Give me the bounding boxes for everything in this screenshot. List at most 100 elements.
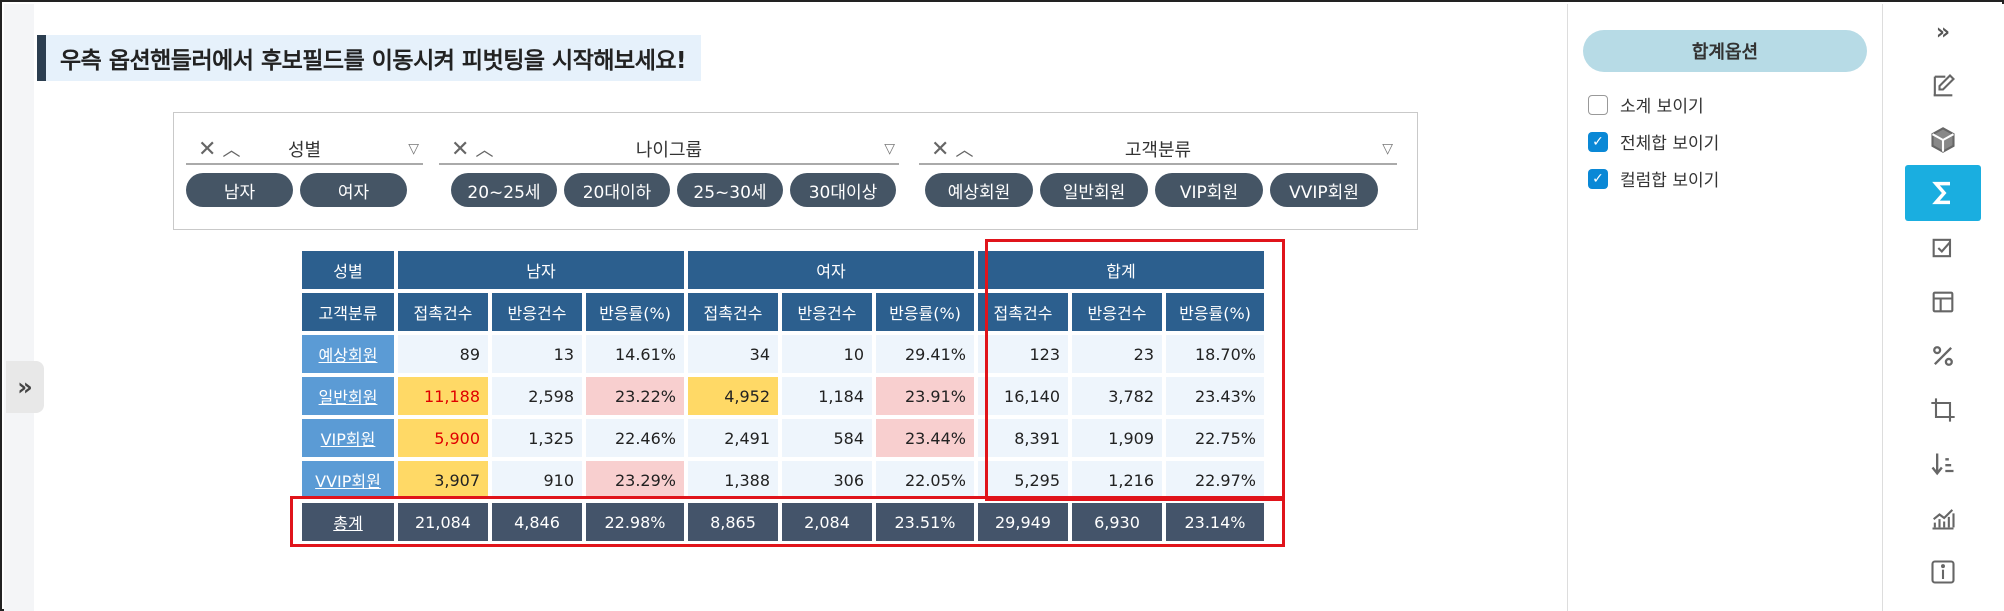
data-cell-highlighted: 4,952 xyxy=(688,377,778,415)
option-subtotal[interactable]: 소계 보이기 xyxy=(1588,92,1704,117)
data-cell: 306 xyxy=(782,461,872,499)
filter-values: 예상회원 일반회원 VIP회원 VVIP회원 xyxy=(925,173,1397,207)
filter-funnel-icon[interactable]: ▽ xyxy=(1382,141,1393,157)
group-header[interactable]: 여자 xyxy=(688,251,974,289)
sigma-icon[interactable] xyxy=(1905,165,1981,221)
filter-pill[interactable]: 30대이상 xyxy=(790,173,896,207)
data-cell: 584 xyxy=(782,419,872,457)
options-panel-title: 합계옵션 xyxy=(1583,30,1867,72)
expand-left-panel-button[interactable]: » xyxy=(6,361,44,413)
filter-name: 나이그룹 xyxy=(635,140,703,161)
filter-header: ✕ ︿ 나이그룹 ▽ xyxy=(439,135,899,165)
option-label: 컬럼합 보이기 xyxy=(1620,171,1720,191)
row-header-link[interactable]: 일반회원 xyxy=(302,377,394,415)
filter-pill[interactable]: 여자 xyxy=(300,173,407,207)
data-cell: 1,184 xyxy=(782,377,872,415)
filter-values: 남자 여자 xyxy=(186,173,423,207)
group-header[interactable]: 합계 xyxy=(978,251,1264,289)
metric-header[interactable]: 접촉건수 xyxy=(688,293,778,331)
row-header-link[interactable]: 예상회원 xyxy=(302,335,394,373)
metric-header[interactable]: 반응건수 xyxy=(1072,293,1162,331)
corner-header: 성별 xyxy=(302,251,394,289)
filter-pill[interactable]: VIP회원 xyxy=(1155,173,1263,207)
tool-rail: » xyxy=(1882,4,2004,611)
data-cell: 1,325 xyxy=(492,419,582,457)
row-header-link[interactable]: VVIP회원 xyxy=(302,461,394,499)
percent-icon[interactable] xyxy=(1905,332,1981,380)
data-cell-highlighted: 23.22% xyxy=(586,377,684,415)
checkbox-checked[interactable]: ✓ xyxy=(1588,168,1608,189)
filter-group-customer-type: ✕ ︿ 고객분류 ▽ 예상회원 일반회원 VIP회원 VVIP회원 xyxy=(919,135,1397,207)
table-row: 일반회원 11,188 2,598 23.22% 4,952 1,184 23.… xyxy=(302,377,1264,415)
banner-text: 우측 옵션핸들러에서 후보필드를 이동시켜 피벗팅을 시작해보세요! xyxy=(60,48,687,74)
filter-group-gender: ✕ ︿ 성별 ▽ 남자 여자 xyxy=(186,135,423,207)
option-grand-total[interactable]: ✓ 전체합 보이기 xyxy=(1588,129,1719,154)
collapse-icon[interactable]: ︿ xyxy=(222,140,241,161)
remove-filter-icon[interactable]: ✕ xyxy=(198,136,217,162)
data-cell: 1,909 xyxy=(1072,419,1162,457)
option-label: 소계 보이기 xyxy=(1620,97,1704,117)
filter-pill[interactable]: VVIP회원 xyxy=(1270,173,1378,207)
data-cell-highlighted: 23.29% xyxy=(586,461,684,499)
info-icon[interactable] xyxy=(1905,548,1981,596)
data-cell: 123 xyxy=(978,335,1068,373)
group-header[interactable]: 남자 xyxy=(398,251,684,289)
metric-header[interactable]: 반응건수 xyxy=(782,293,872,331)
metric-header[interactable]: 반응률(%) xyxy=(1166,293,1264,331)
filter-pill[interactable]: 예상회원 xyxy=(925,173,1033,207)
data-cell: 1,388 xyxy=(688,461,778,499)
sort-desc-icon[interactable] xyxy=(1905,440,1981,488)
filter-funnel-icon[interactable]: ▽ xyxy=(884,141,895,157)
option-label: 전체합 보이기 xyxy=(1620,134,1720,154)
remove-filter-icon[interactable]: ✕ xyxy=(451,136,470,162)
edit-icon[interactable] xyxy=(1905,62,1981,110)
banner-accent xyxy=(37,35,46,81)
layout-icon[interactable] xyxy=(1905,278,1981,326)
remove-filter-icon[interactable]: ✕ xyxy=(931,136,950,162)
collapse-icon[interactable]: ︿ xyxy=(955,140,974,161)
filter-pill[interactable]: 20~25세 xyxy=(451,173,557,207)
filter-header: ✕ ︿ 성별 ▽ xyxy=(186,135,423,165)
filter-values: 20~25세 20대이하 25~30세 30대이상 xyxy=(451,173,899,207)
filter-pill[interactable]: 25~30세 xyxy=(677,173,783,207)
data-cell: 13 xyxy=(492,335,582,373)
metric-header[interactable]: 접촉건수 xyxy=(398,293,488,331)
data-cell: 22.75% xyxy=(1166,419,1264,457)
filter-funnel-icon[interactable]: ▽ xyxy=(408,141,419,157)
data-cell: 29.41% xyxy=(876,335,974,373)
data-cell: 8,391 xyxy=(978,419,1068,457)
filter-pill[interactable]: 남자 xyxy=(186,173,293,207)
filter-pill[interactable]: 20대이하 xyxy=(564,173,670,207)
data-cell-highlighted: 3,907 xyxy=(398,461,488,499)
checklist-icon[interactable] xyxy=(1905,224,1981,272)
data-cell-highlighted: 23.91% xyxy=(876,377,974,415)
metric-header[interactable]: 반응건수 xyxy=(492,293,582,331)
data-cell: 2,491 xyxy=(688,419,778,457)
cube-icon[interactable] xyxy=(1905,116,1981,164)
metric-header[interactable]: 반응률(%) xyxy=(876,293,974,331)
collapse-panel-icon[interactable]: » xyxy=(1935,19,1951,45)
data-cell: 14.61% xyxy=(586,335,684,373)
total-cell: 23.14% xyxy=(1166,503,1264,541)
table-row: 예상회원 89 13 14.61% 34 10 29.41% 123 23 18… xyxy=(302,335,1264,373)
metric-header[interactable]: 반응률(%) xyxy=(586,293,684,331)
data-cell: 34 xyxy=(688,335,778,373)
line-chart-icon[interactable] xyxy=(1905,494,1981,542)
option-column-total[interactable]: ✓ 컬럼합 보이기 xyxy=(1588,166,1719,191)
total-cell: 6,930 xyxy=(1072,503,1162,541)
data-cell-highlighted: 23.44% xyxy=(876,419,974,457)
checkbox-unchecked[interactable] xyxy=(1588,94,1608,115)
metric-header[interactable]: 접촉건수 xyxy=(978,293,1068,331)
total-row-header-link[interactable]: 총계 xyxy=(302,503,394,541)
total-cell: 21,084 xyxy=(398,503,488,541)
filter-pill[interactable]: 일반회원 xyxy=(1040,173,1148,207)
row-header-link[interactable]: VIP회원 xyxy=(302,419,394,457)
data-cell: 22.05% xyxy=(876,461,974,499)
collapse-icon[interactable]: ︿ xyxy=(475,140,494,161)
crop-icon[interactable] xyxy=(1905,386,1981,434)
total-cell: 4,846 xyxy=(492,503,582,541)
checkbox-checked[interactable]: ✓ xyxy=(1588,131,1608,152)
data-cell: 22.46% xyxy=(586,419,684,457)
filter-area: ✕ ︿ 성별 ▽ 남자 여자 ✕ ︿ 나이그룹 ▽ xyxy=(173,112,1418,230)
